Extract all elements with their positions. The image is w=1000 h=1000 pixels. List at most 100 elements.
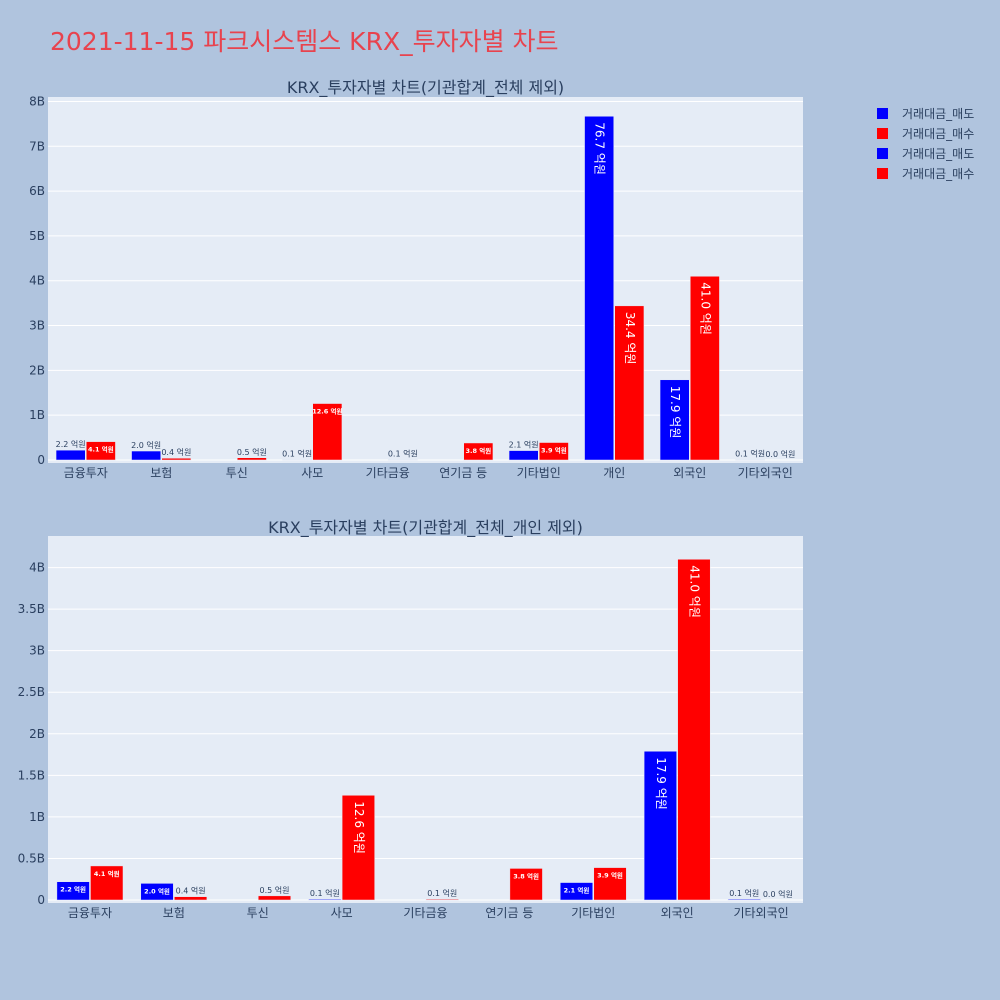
data-label: 12.6 억원 — [352, 801, 366, 854]
data-label: 3.9 억원 — [597, 871, 623, 880]
bar — [86, 441, 116, 461]
legend-label: 거래대금_매도 — [902, 107, 974, 121]
data-label: 0.1 억원 — [310, 888, 340, 898]
chart-title: KRX_투자자별 차트(기관합계_전체_개인 제외) — [268, 518, 583, 538]
bar — [55, 449, 86, 461]
bar — [388, 459, 418, 461]
bar — [131, 450, 162, 461]
y-tick-label: 5B — [29, 229, 45, 243]
x-tick-label: 투신 — [247, 906, 269, 920]
y-tick-label: 0 — [37, 893, 45, 907]
data-label: 3.8 억원 — [465, 446, 491, 455]
x-tick-label: 기타금융 — [403, 906, 447, 920]
bar — [140, 883, 174, 901]
bar — [308, 898, 342, 901]
y-tick-label: 3.5B — [18, 602, 45, 616]
x-tick-label: 개인 — [603, 466, 625, 480]
y-tick-label: 6B — [29, 184, 45, 198]
bar — [735, 459, 765, 461]
bar — [174, 896, 208, 901]
y-tick-label: 3B — [29, 644, 45, 658]
x-tick-label: 금융투자 — [64, 466, 108, 480]
data-label: 2.0 억원 — [144, 886, 170, 895]
bar — [539, 442, 569, 461]
legend-swatch — [877, 168, 888, 179]
data-label: 17.9 억원 — [668, 386, 682, 439]
bar — [425, 898, 459, 901]
data-label: 41.0 억원 — [687, 565, 701, 618]
y-tick-label: 0.5B — [18, 851, 45, 865]
bar — [341, 795, 375, 901]
y-tick-label: 2B — [29, 727, 45, 741]
x-tick-label: 외국인 — [673, 466, 706, 480]
x-tick-label: 보험 — [150, 466, 172, 480]
y-tick-label: 4B — [29, 561, 45, 575]
data-label: 0.1 억원 — [427, 888, 457, 898]
data-label: 0.0 억원 — [765, 449, 795, 459]
data-label: 2.2 억원 — [56, 439, 86, 449]
legend-label: 거래대금_매도 — [902, 147, 974, 161]
chart-title: KRX_투자자별 차트(기관합계_전체 제외) — [287, 78, 564, 98]
data-label: 0.1 억원 — [388, 449, 418, 459]
bar — [659, 379, 690, 461]
y-tick-label: 1.5B — [18, 768, 45, 782]
data-label: 3.8 억원 — [513, 871, 539, 880]
bar — [282, 459, 312, 461]
chart-panel-2: 0 0.5B 1B 1.5B 2B 2.5B 3B 3.5B 4B KRX_투자자별 차트(기관합… — [18, 518, 803, 920]
data-label: 12.6 억원 — [312, 407, 342, 416]
x-tick-label: 기타법인 — [517, 466, 561, 480]
bar — [312, 403, 343, 461]
bar — [614, 305, 645, 461]
data-label: 2.0 억원 — [131, 440, 161, 450]
y-tick-label: 2B — [29, 363, 45, 377]
data-label: 0.4 억원 — [176, 886, 206, 896]
legend-label: 거래대금_매수 — [902, 167, 974, 181]
bar — [727, 898, 761, 901]
plot-area — [48, 97, 803, 463]
bar — [643, 750, 677, 901]
x-tick-label: 보험 — [163, 906, 185, 920]
y-tick-label: 1B — [29, 810, 45, 824]
bar — [90, 865, 124, 901]
data-label: 4.1 억원 — [94, 869, 120, 878]
data-label: 3.9 억원 — [541, 446, 567, 455]
data-label: 0.5 억원 — [237, 447, 267, 457]
data-label: 2.2 억원 — [60, 885, 86, 894]
y-tick-label: 2.5B — [18, 685, 45, 699]
data-label: 2.1 억원 — [564, 886, 590, 895]
chart-panel-1: 0 1B 2B 3B 4B 5B 6B 7B 8B KRX_투자자별 차트(기관합계_전체 제외)… — [29, 78, 803, 480]
data-label: 0.1 억원 — [729, 888, 759, 898]
x-tick-label: 연기금 등 — [485, 906, 533, 920]
bar — [509, 868, 543, 901]
data-label: 0.4 억원 — [161, 447, 191, 457]
data-label: 4.1 억원 — [88, 445, 114, 454]
bar — [161, 457, 192, 461]
x-tick-label: 사모 — [331, 906, 353, 920]
legend-swatch — [877, 148, 888, 159]
data-label: 76.7 억원 — [593, 122, 607, 175]
bar — [584, 116, 614, 461]
bar — [508, 450, 539, 461]
plot-area — [48, 536, 803, 903]
y-tick-label: 3B — [29, 319, 45, 333]
x-tick-label: 기타법인 — [571, 906, 615, 920]
bar — [559, 882, 594, 901]
x-tick-label: 연기금 등 — [439, 466, 487, 480]
bar — [593, 867, 627, 901]
legend-label: 거래대금_매수 — [902, 127, 974, 141]
bar — [690, 276, 720, 461]
data-label: 0.1 억원 — [735, 449, 765, 459]
x-tick-label: 투신 — [226, 466, 248, 480]
x-tick-label: 기타외국인 — [738, 466, 793, 480]
x-tick-label: 사모 — [301, 466, 323, 480]
legend-swatch — [877, 108, 888, 119]
bar — [237, 457, 267, 461]
data-label: 2.1 억원 — [509, 440, 539, 450]
y-tick-label: 7B — [29, 139, 45, 153]
y-tick-label: 4B — [29, 274, 45, 288]
data-label: 34.4 억원 — [623, 312, 637, 365]
data-label: 41.0 억원 — [698, 282, 712, 335]
data-label: 0.0 억원 — [763, 889, 793, 899]
